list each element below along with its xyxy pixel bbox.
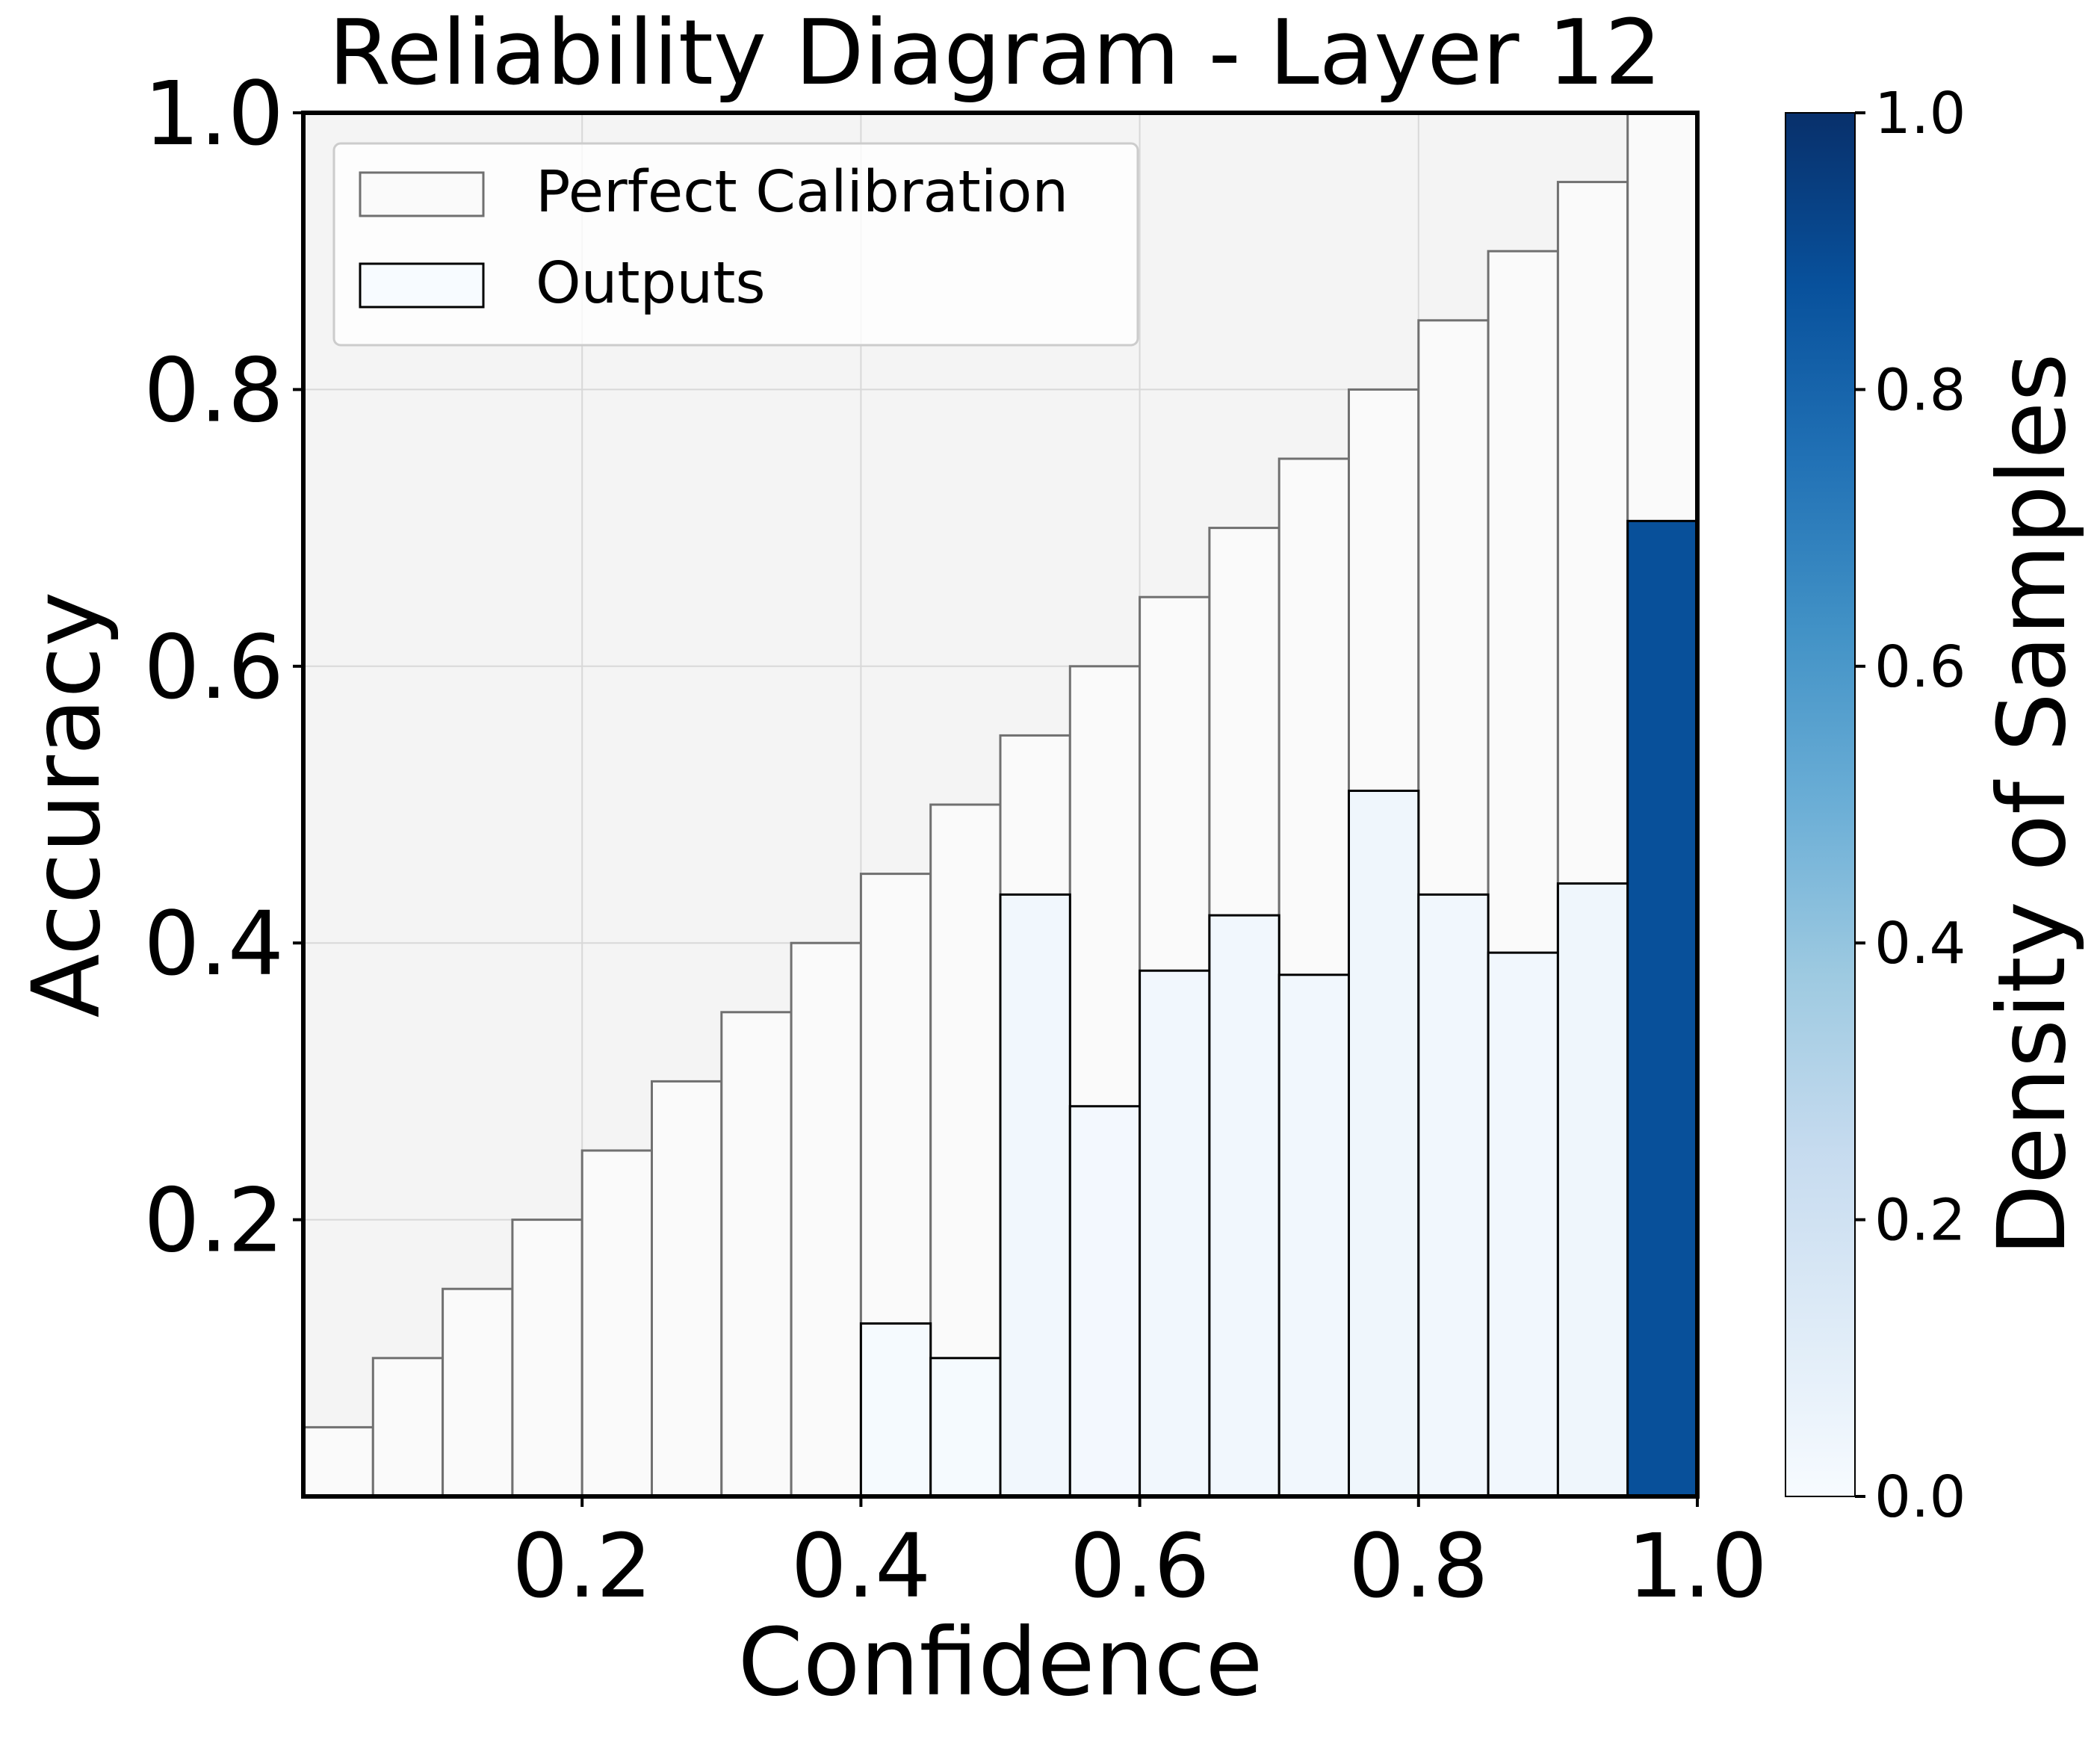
legend-label-outputs: Outputs	[536, 250, 766, 317]
y-tick-label: 0.4	[143, 892, 284, 995]
output-bar	[929, 1357, 1002, 1498]
colorbar-tick-label: 0.6	[1874, 634, 1966, 701]
output-bar	[1139, 969, 1211, 1498]
output-bar	[1277, 973, 1350, 1498]
x-tick-label: 1.0	[1627, 1514, 1768, 1617]
legend-frame	[332, 142, 1139, 347]
calibration-bar	[790, 941, 862, 1498]
colorbar-tick-label: 0.8	[1874, 357, 1966, 424]
y-tick-label: 0.2	[143, 1169, 284, 1272]
output-bar	[1556, 882, 1629, 1498]
x-axis-ticks: 0.2 0.4 0.6 0.8 1.0	[512, 1496, 1768, 1617]
y-axis-ticks: 0.2 0.4 0.6 0.8 1.0	[143, 62, 303, 1272]
chart-title: Reliability Diagram - Layer 12	[329, 1, 1662, 105]
calibration-bar	[511, 1219, 583, 1498]
x-tick-label: 0.2	[512, 1514, 652, 1617]
output-bar	[1487, 951, 1559, 1498]
calibration-bar	[371, 1357, 445, 1498]
x-axis-label: Confidence	[738, 1608, 1263, 1717]
output-bar	[1068, 1105, 1142, 1498]
output-bar	[1348, 789, 1420, 1498]
y-tick-label: 0.8	[143, 338, 284, 442]
output-bar	[1208, 914, 1280, 1498]
y-axis-label: Accuracy	[13, 592, 121, 1018]
x-tick-label: 0.8	[1348, 1514, 1489, 1617]
colorbar	[1785, 112, 1856, 1497]
colorbar-ticks: 0.0 0.2 0.4 0.6 0.8 1.0	[1855, 81, 1966, 1531]
x-tick-label: 0.6	[1070, 1514, 1210, 1617]
legend-swatch-outputs	[359, 262, 485, 309]
colorbar-tick-label: 0.4	[1874, 911, 1966, 977]
legend-label-perfect-calibration: Perfect Calibration	[536, 159, 1068, 226]
output-bar	[1626, 519, 1699, 1498]
calibration-bar	[651, 1080, 723, 1498]
x-tick-label: 0.4	[791, 1514, 932, 1617]
output-bar	[1417, 893, 1490, 1498]
calibration-bar	[580, 1149, 654, 1498]
legend: Perfect Calibration Outputs	[332, 142, 1139, 347]
colorbar-tick-label: 1.0	[1874, 81, 1966, 147]
calibration-bar	[442, 1287, 514, 1498]
y-tick-label: 1.0	[143, 62, 284, 165]
output-bar	[859, 1322, 932, 1498]
calibration-bar	[302, 1425, 374, 1498]
legend-swatch-perfect-calibration	[359, 171, 485, 217]
output-bars	[859, 519, 1699, 1498]
y-tick-label: 0.6	[143, 616, 284, 719]
calibration-bar	[720, 1011, 793, 1498]
colorbar-tick-label: 0.0	[1874, 1464, 1966, 1531]
colorbar-tick-label: 0.2	[1874, 1188, 1966, 1254]
plot-area-frame	[301, 111, 1700, 1499]
colorbar-label: Density of Samples	[1978, 353, 2087, 1257]
output-bar	[999, 893, 1071, 1498]
